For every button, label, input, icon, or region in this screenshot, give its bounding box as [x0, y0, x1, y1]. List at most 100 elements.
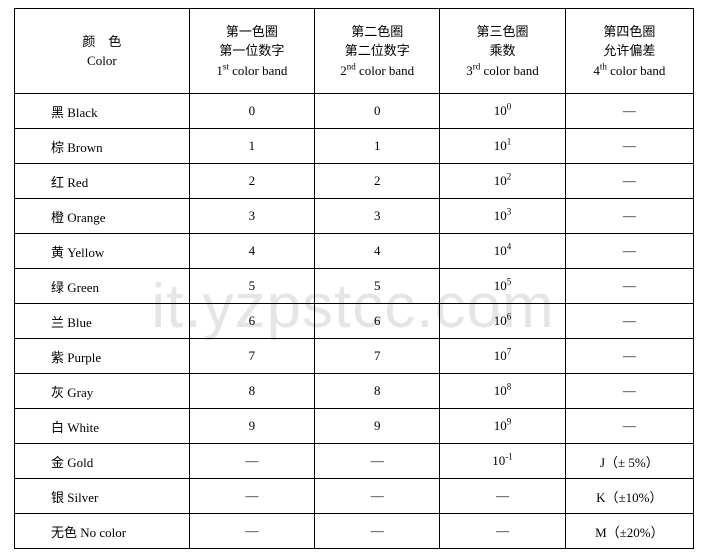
cell-digit1: 5 [189, 269, 314, 304]
header-band4-l1: 第四色圈 [570, 22, 689, 42]
cell-digit2: 4 [315, 234, 440, 269]
cell-digit1: 0 [189, 94, 314, 129]
cell-digit1: 2 [189, 164, 314, 199]
header-band3-l3: 3rd color band [444, 61, 560, 81]
cell-multiplier: 103 [440, 199, 565, 234]
cell-multiplier: 102 [440, 164, 565, 199]
table-header: 颜 色 Color 第一色圈 第一位数字 1st color band 第二色圈… [15, 9, 694, 94]
cell-color: 银 Silver [15, 479, 190, 514]
cell-tolerance: — [565, 304, 693, 339]
header-color-en: Color [19, 51, 185, 71]
cell-digit2: 6 [315, 304, 440, 339]
cell-color: 黑 Black [15, 94, 190, 129]
cell-multiplier: 101 [440, 129, 565, 164]
table-row: 棕 Brown11101— [15, 129, 694, 164]
cell-multiplier: 100 [440, 94, 565, 129]
cell-tolerance: — [565, 234, 693, 269]
cell-tolerance: K（±10%） [565, 479, 693, 514]
cell-digit2: 1 [315, 129, 440, 164]
table-row: 无色 No color———M（±20%） [15, 514, 694, 549]
table-row: 紫 Purple77107— [15, 339, 694, 374]
page-container: 颜 色 Color 第一色圈 第一位数字 1st color band 第二色圈… [0, 8, 706, 559]
header-color-cn-2: 色 [108, 34, 121, 49]
header-band1-l2: 第一位数字 [194, 41, 310, 61]
cell-multiplier: 10-1 [440, 444, 565, 479]
cell-color: 灰 Gray [15, 374, 190, 409]
cell-tolerance: — [565, 199, 693, 234]
table-row: 金 Gold——10-1J（± 5%） [15, 444, 694, 479]
cell-color: 紫 Purple [15, 339, 190, 374]
cell-multiplier: 104 [440, 234, 565, 269]
cell-multiplier: 109 [440, 409, 565, 444]
cell-color: 金 Gold [15, 444, 190, 479]
cell-tolerance: — [565, 409, 693, 444]
cell-digit2: 9 [315, 409, 440, 444]
header-band2-l3: 2nd color band [319, 61, 435, 81]
cell-digit1: — [189, 479, 314, 514]
cell-digit2: 2 [315, 164, 440, 199]
header-band1: 第一色圈 第一位数字 1st color band [189, 9, 314, 94]
table-row: 黑 Black00100— [15, 94, 694, 129]
cell-digit1: 6 [189, 304, 314, 339]
table-body: 黑 Black00100—棕 Brown11101—红 Red22102—橙 O… [15, 94, 694, 549]
cell-multiplier: — [440, 514, 565, 549]
cell-color: 红 Red [15, 164, 190, 199]
cell-tolerance: — [565, 164, 693, 199]
cell-digit1: 3 [189, 199, 314, 234]
cell-tolerance: — [565, 129, 693, 164]
header-color-cn-1: 颜 [82, 34, 95, 49]
cell-color: 白 White [15, 409, 190, 444]
cell-tolerance: — [565, 94, 693, 129]
cell-digit1: — [189, 444, 314, 479]
cell-digit2: 7 [315, 339, 440, 374]
cell-multiplier: 105 [440, 269, 565, 304]
header-band3-l1: 第三色圈 [444, 22, 560, 42]
table-row: 兰 Blue66106— [15, 304, 694, 339]
cell-multiplier: 108 [440, 374, 565, 409]
cell-color: 无色 No color [15, 514, 190, 549]
cell-color: 黄 Yellow [15, 234, 190, 269]
header-row: 颜 色 Color 第一色圈 第一位数字 1st color band 第二色圈… [15, 9, 694, 94]
cell-digit1: 4 [189, 234, 314, 269]
cell-color: 绿 Green [15, 269, 190, 304]
cell-tolerance: M（±20%） [565, 514, 693, 549]
cell-digit2: — [315, 514, 440, 549]
table-row: 白 White99109— [15, 409, 694, 444]
table-row: 灰 Gray88108— [15, 374, 694, 409]
table-row: 银 Silver———K（±10%） [15, 479, 694, 514]
header-band4: 第四色圈 允许偏差 4th color band [565, 9, 693, 94]
header-band2-l1: 第二色圈 [319, 22, 435, 42]
header-band1-l1: 第一色圈 [194, 22, 310, 42]
header-band1-l3: 1st color band [194, 61, 310, 81]
cell-multiplier: 107 [440, 339, 565, 374]
cell-digit1: 8 [189, 374, 314, 409]
cell-tolerance: — [565, 374, 693, 409]
table-row: 绿 Green55105— [15, 269, 694, 304]
cell-digit2: 0 [315, 94, 440, 129]
header-band2-l2: 第二位数字 [319, 41, 435, 61]
header-color: 颜 色 Color [15, 9, 190, 94]
color-code-table: 颜 色 Color 第一色圈 第一位数字 1st color band 第二色圈… [14, 8, 694, 549]
cell-digit2: 5 [315, 269, 440, 304]
cell-tolerance: — [565, 269, 693, 304]
header-band2: 第二色圈 第二位数字 2nd color band [315, 9, 440, 94]
table-row: 橙 Orange33103— [15, 199, 694, 234]
cell-color: 棕 Brown [15, 129, 190, 164]
header-band3-l2: 乘数 [444, 41, 560, 61]
table-row: 黄 Yellow44104— [15, 234, 694, 269]
cell-digit2: 3 [315, 199, 440, 234]
cell-multiplier: — [440, 479, 565, 514]
cell-digit1: 1 [189, 129, 314, 164]
header-band4-l3: 4th color band [570, 61, 689, 81]
header-band4-l2: 允许偏差 [570, 41, 689, 61]
cell-digit2: 8 [315, 374, 440, 409]
cell-digit1: 7 [189, 339, 314, 374]
cell-tolerance: — [565, 339, 693, 374]
header-band3: 第三色圈 乘数 3rd color band [440, 9, 565, 94]
cell-digit2: — [315, 479, 440, 514]
cell-color: 橙 Orange [15, 199, 190, 234]
cell-tolerance: J（± 5%） [565, 444, 693, 479]
cell-digit1: — [189, 514, 314, 549]
table-row: 红 Red22102— [15, 164, 694, 199]
cell-multiplier: 106 [440, 304, 565, 339]
